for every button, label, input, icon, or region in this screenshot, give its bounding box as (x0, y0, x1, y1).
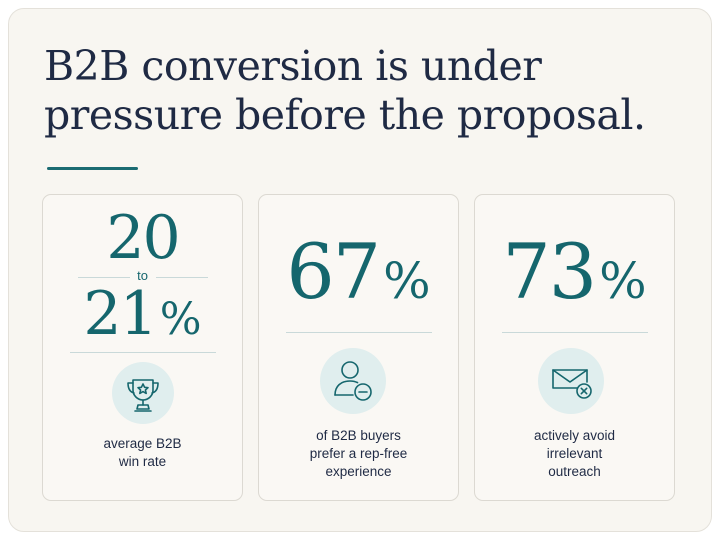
percent-sign: % (599, 252, 647, 310)
headline: B2B conversion is under pressure before … (44, 42, 684, 140)
stat-avoid-outreach-content: 73% actively avoid irrelevant outreach (474, 0, 675, 540)
caption-line: of B2B buyers (316, 428, 401, 443)
stat-divider (502, 332, 648, 333)
stat-card-rep-free (258, 194, 459, 501)
stat-number-high: 21% (42, 284, 243, 350)
stat-divider (286, 332, 432, 333)
stat-number-low: 20 (106, 203, 180, 273)
accent-rule (47, 167, 138, 170)
stat-number: 73% (474, 234, 675, 319)
stat-caption: actively avoid irrelevant outreach (474, 427, 675, 481)
headline-line-1: B2B conversion is under (44, 42, 542, 90)
caption-line: win rate (118, 454, 167, 469)
mail-x-icon (552, 369, 592, 399)
stat-number-value: 67 (286, 227, 381, 316)
stat-caption: average B2B win rate (42, 435, 243, 471)
percent-sign: % (383, 252, 431, 310)
percent-sign: % (159, 294, 202, 345)
stat-number-value: 73 (502, 227, 597, 316)
headline-line-2: pressure before the proposal. (44, 91, 646, 140)
icon-badge (112, 362, 174, 424)
caption-line: experience (325, 464, 392, 479)
user-remove-icon (334, 361, 372, 401)
to-line-left (78, 277, 130, 278)
caption-line: actively avoid (533, 428, 616, 443)
trophy-star-icon (127, 379, 159, 412)
caption-line: irrelevant (546, 446, 603, 461)
stat-divider (70, 352, 216, 353)
stat-win-rate-content: 20 to 21% average B2B win rate (42, 0, 243, 540)
stat-caption: of B2B buyers prefer a rep-free experien… (258, 427, 459, 481)
stat-number: 67% (258, 234, 459, 319)
caption-line: outreach (548, 464, 601, 479)
stat-number-high-value: 21 (83, 279, 157, 349)
range-connector: to (137, 268, 148, 283)
icon-badge (320, 348, 386, 414)
caption-line: prefer a rep-free (309, 446, 408, 461)
stat-card-win-rate (42, 194, 243, 501)
to-line-right (156, 277, 208, 278)
stat-card-avoid-outreach (474, 194, 675, 501)
icon-badge (538, 348, 604, 414)
stat-rep-free-content: 67% of B2B buyers prefer a rep-free expe… (258, 0, 459, 540)
caption-line: average B2B (103, 436, 182, 451)
